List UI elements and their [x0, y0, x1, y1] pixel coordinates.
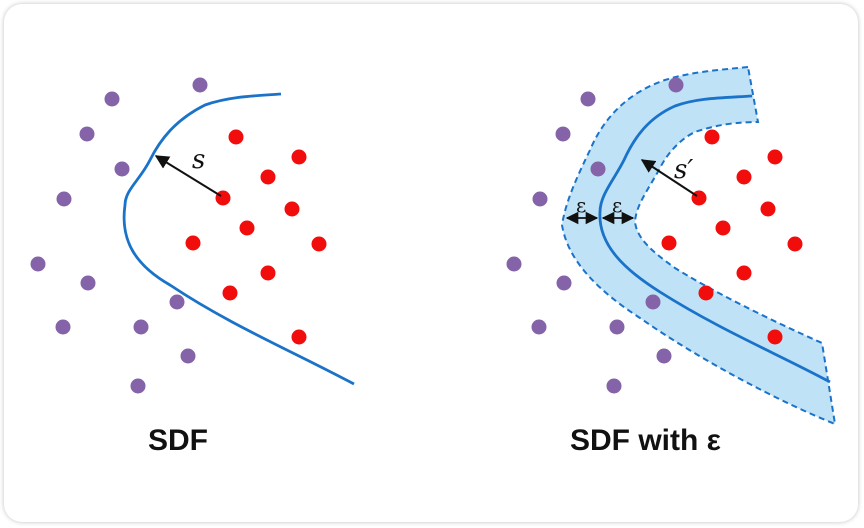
outside-point	[80, 275, 96, 291]
outside-points-left	[30, 77, 208, 394]
outside-point	[55, 319, 71, 335]
outside-point	[192, 77, 208, 93]
inside-point	[661, 235, 677, 251]
outside-point	[668, 77, 684, 93]
outside-point	[656, 348, 672, 364]
outside-point	[532, 191, 548, 207]
inside-point	[291, 329, 307, 345]
inside-point	[767, 329, 783, 345]
right-panel-title: SDF with ε	[570, 424, 721, 457]
outside-point	[506, 256, 522, 272]
outside-point	[180, 348, 196, 364]
epsilon-label-outer: ε	[576, 193, 586, 217]
inside-point	[704, 129, 720, 145]
outside-point	[114, 161, 130, 177]
sdf-boundary-curve	[122, 92, 355, 386]
inside-point	[215, 190, 231, 206]
outside-point	[56, 191, 72, 207]
inside-point	[760, 201, 776, 217]
inside-point	[736, 169, 752, 185]
epsilon-label-inner: ε	[612, 193, 622, 217]
sdf-center-curve	[598, 94, 831, 384]
inside-point	[736, 265, 752, 281]
outside-point	[609, 319, 625, 335]
outside-point	[555, 126, 571, 142]
outside-point	[133, 319, 149, 335]
inside-point	[698, 285, 714, 301]
left-panel-title: SDF	[148, 424, 208, 457]
left-panel: s SDF	[30, 77, 355, 457]
inside-point	[222, 285, 238, 301]
inside-points-right	[661, 129, 803, 345]
inside-point	[787, 236, 803, 252]
outside-point	[645, 294, 661, 310]
inside-points-left	[185, 129, 327, 345]
inside-point	[284, 201, 300, 217]
outside-point	[30, 256, 46, 272]
distance-label-s: s	[192, 145, 205, 175]
outside-point	[556, 275, 572, 291]
outside-point	[169, 294, 185, 310]
inside-point	[239, 220, 255, 236]
outside-point	[590, 161, 606, 177]
inside-point	[260, 265, 276, 281]
outside-point	[130, 378, 146, 394]
inside-point	[767, 149, 783, 165]
distance-arrow-prime	[640, 159, 698, 197]
right-panel: ε ε s′ SDF with ε	[506, 65, 837, 457]
outside-point	[580, 91, 596, 107]
inside-point	[291, 149, 307, 165]
inside-point	[260, 169, 276, 185]
outside-point	[606, 378, 622, 394]
distance-arrow	[154, 155, 222, 197]
outside-point	[531, 319, 547, 335]
epsilon-band	[560, 65, 837, 426]
outside-points-right	[506, 77, 684, 394]
outside-point	[79, 126, 95, 142]
inside-point	[311, 236, 327, 252]
distance-label-s-prime: s′	[674, 155, 693, 185]
inside-point	[228, 129, 244, 145]
inside-point	[715, 220, 731, 236]
outside-point	[104, 91, 120, 107]
inside-point	[185, 235, 201, 251]
